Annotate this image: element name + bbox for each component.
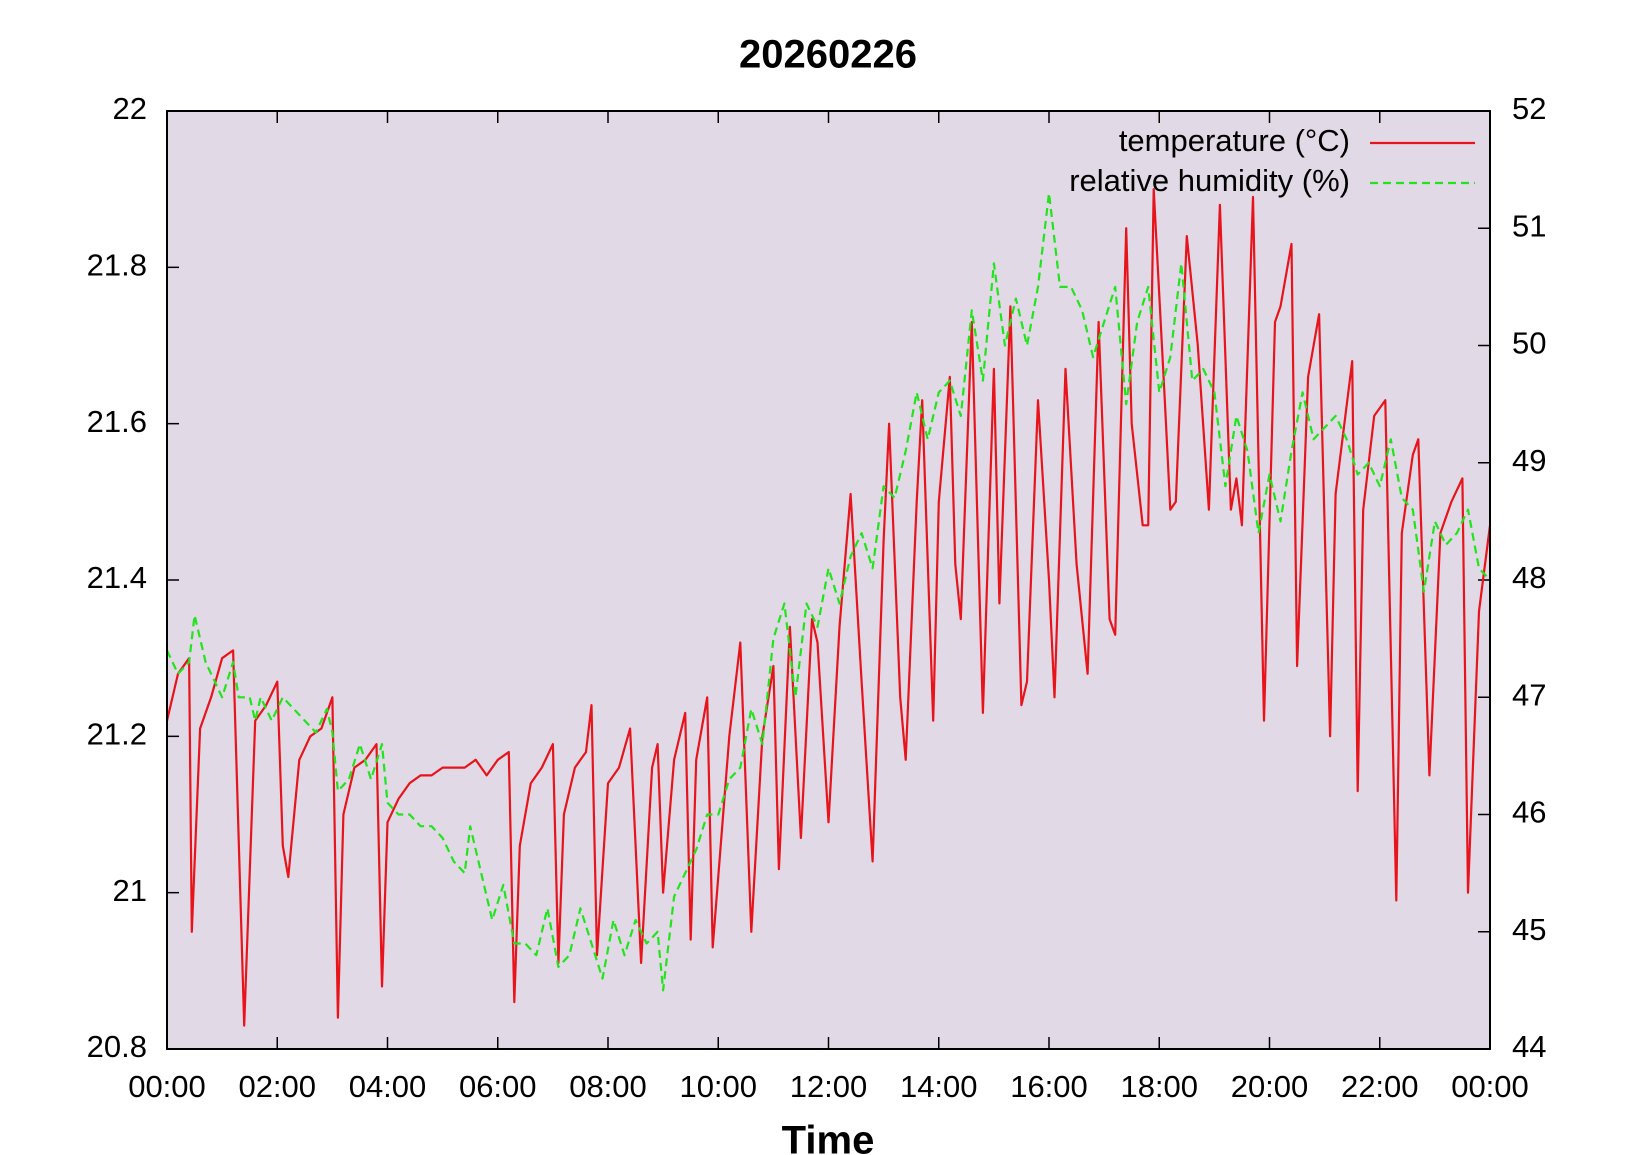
y-tick-label: 21 (113, 873, 147, 908)
x-tick-label: 16:00 (1010, 1069, 1088, 1104)
y2-tick-label: 52 (1512, 91, 1546, 126)
x-tick-label: 08:00 (569, 1069, 647, 1104)
x-axis-label: Time (782, 1119, 875, 1155)
legend-label: relative humidity (%) (1069, 163, 1350, 198)
legend-label: temperature (°C) (1119, 123, 1350, 158)
y2-tick-label: 47 (1512, 677, 1546, 712)
y-tick-label: 21.8 (87, 248, 147, 283)
x-tick-label: 02:00 (238, 1069, 316, 1104)
x-tick-label: 14:00 (900, 1069, 978, 1104)
x-tick-label: 00:00 (1451, 1069, 1529, 1104)
x-tick-label: 00:00 (128, 1069, 206, 1104)
y2-tick-label: 46 (1512, 795, 1546, 830)
y-tick-label: 21.2 (87, 717, 147, 752)
x-tick-label: 04:00 (349, 1069, 427, 1104)
plot-area (167, 111, 1490, 1049)
y-tick-label: 21.6 (87, 404, 147, 439)
y2-tick-label: 45 (1512, 912, 1546, 947)
y2-tick-label: 44 (1512, 1029, 1546, 1064)
y2-tick-label: 51 (1512, 208, 1546, 243)
plot-frame (166, 110, 1491, 1050)
x-tick-label: 06:00 (459, 1069, 537, 1104)
y-tick-label: 21.4 (87, 560, 147, 595)
y2-tick-label: 49 (1512, 443, 1546, 478)
chart-title: 20260226 (739, 33, 917, 77)
x-tick-label: 20:00 (1231, 1069, 1309, 1104)
x-tick-label: 22:00 (1341, 1069, 1419, 1104)
y2-tick-label: 50 (1512, 326, 1546, 361)
line-series (165, 188, 1492, 1027)
x-tick-label: 18:00 (1120, 1069, 1198, 1104)
x-tick-label: 12:00 (790, 1069, 868, 1104)
x-tick-label: 10:00 (679, 1069, 757, 1104)
y2-tick-label: 48 (1512, 560, 1546, 595)
y-tick-label: 20.8 (87, 1029, 147, 1064)
line-series (166, 192, 1491, 992)
y-tick-label: 22 (113, 91, 147, 126)
